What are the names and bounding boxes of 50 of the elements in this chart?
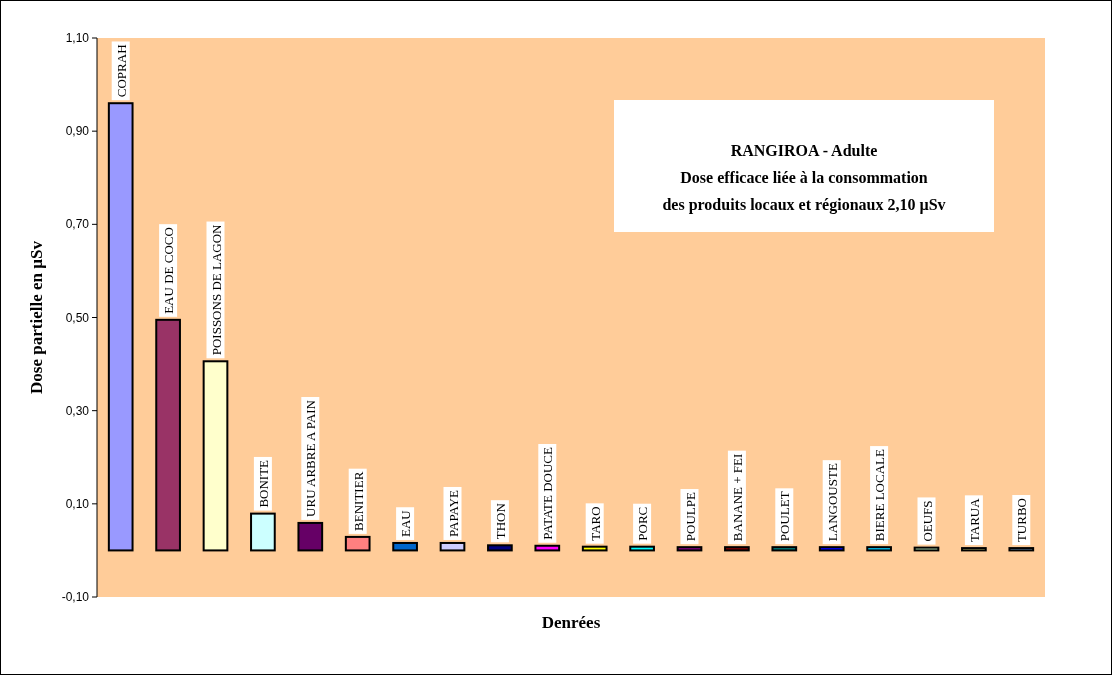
bar bbox=[392, 541, 418, 552]
y-axis-title: Dose partielle en µSv bbox=[27, 240, 46, 394]
bar bbox=[629, 545, 655, 552]
x-tick-label: THON bbox=[492, 502, 508, 540]
x-tick-label: TARUA bbox=[966, 497, 982, 543]
bar bbox=[107, 102, 134, 552]
x-tick-label: EAU bbox=[398, 509, 414, 537]
y-tick-label: 0,90 bbox=[65, 124, 90, 139]
y-tick-label: -0,10 bbox=[61, 590, 90, 604]
x-tick-label: COPRAH bbox=[113, 44, 129, 98]
bar bbox=[534, 544, 561, 552]
x-tick-label: PORC bbox=[635, 506, 651, 541]
x-tick-label: TARO bbox=[587, 506, 603, 541]
text: RANGIROA - Adulte bbox=[730, 142, 878, 159]
bar bbox=[771, 546, 798, 552]
x-tick-label: OEUFS bbox=[919, 500, 935, 542]
x-tick-label: TURBO bbox=[1014, 498, 1030, 543]
x-tick-label: PATATE DOUCE bbox=[540, 446, 556, 540]
bar bbox=[1008, 547, 1035, 552]
bar bbox=[250, 512, 276, 552]
x-tick-label: BONITE bbox=[255, 459, 271, 508]
x-tick-label: POULET bbox=[777, 491, 793, 542]
x-axis-title: Denrées bbox=[541, 613, 601, 632]
y-tick-label: 1,10 bbox=[65, 31, 90, 45]
x-tick-label: LANGOUSTE bbox=[824, 463, 840, 542]
x-tick-label: URU ARBRE A PAIN bbox=[303, 399, 319, 517]
bar bbox=[297, 521, 324, 552]
y-tick-label: 0,10 bbox=[65, 496, 90, 511]
bar bbox=[866, 546, 892, 552]
bar bbox=[487, 544, 513, 552]
bar bbox=[344, 535, 371, 552]
bar bbox=[724, 546, 750, 552]
x-tick-label: PAPAYE bbox=[445, 489, 461, 537]
y-tick-label: 0,30 bbox=[65, 403, 90, 418]
bar bbox=[676, 546, 703, 552]
x-tick-label: BIERE LOCALE bbox=[872, 449, 888, 542]
x-tick-label: BANANE + FEI bbox=[729, 453, 745, 542]
x-tick-label: BENITIER bbox=[350, 471, 366, 531]
bar bbox=[961, 547, 987, 552]
x-tick-label: POULPE bbox=[682, 491, 698, 542]
y-tick-label: 0,50 bbox=[65, 310, 90, 325]
bar bbox=[581, 545, 608, 552]
bar bbox=[202, 360, 229, 552]
bar bbox=[439, 541, 466, 552]
x-tick-label: EAU DE COCO bbox=[161, 227, 177, 314]
text: Dose efficace liée à la consommation des produits locaux et régionaux 2,10 µSv bbox=[662, 169, 946, 214]
bar bbox=[155, 318, 181, 552]
bar bbox=[818, 546, 845, 552]
y-tick-label: 0,70 bbox=[65, 217, 90, 232]
x-tick-label: POISSONS DE LAGON bbox=[208, 223, 224, 356]
